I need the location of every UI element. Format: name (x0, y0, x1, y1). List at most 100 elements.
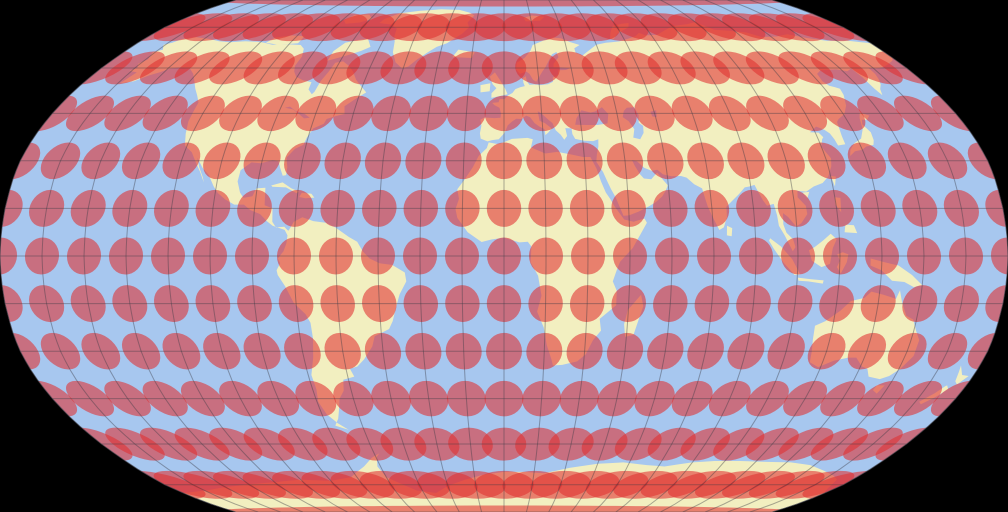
landmass-hainan (802, 191, 810, 199)
meridian-line (727, 0, 925, 512)
tissot-indicatrix (219, 380, 262, 417)
landmass-mindanao (844, 224, 858, 234)
tissot-indicatrix (320, 189, 355, 227)
tissot-indicatrix (364, 332, 402, 370)
tissot-indicatrix (745, 51, 799, 85)
tissot-indicatrix (324, 332, 361, 370)
tissot-indicatrix (820, 95, 866, 132)
tissot-indicatrix (162, 332, 201, 370)
meridian-line (525, 0, 547, 512)
tissot-indicatrix (371, 95, 411, 132)
tissot-indicatrix (66, 237, 102, 275)
tissot-indicatrix (414, 427, 460, 461)
tissot-indicatrix (402, 237, 438, 275)
tissot-indicatrix (860, 189, 896, 227)
tissot-indicatrix (276, 237, 312, 275)
tissot-indicatrix (777, 285, 813, 323)
tissot-indicatrix (647, 332, 684, 370)
tissot-indicatrix (139, 427, 198, 461)
tissot-indicatrix (708, 380, 751, 417)
tissot-indicatrix (943, 285, 979, 323)
tissot-indicatrix (522, 95, 562, 132)
tissot-indicatrix (606, 332, 644, 370)
tissot-indicatrix (448, 51, 493, 85)
tissot-indicatrix (708, 95, 751, 132)
landmass-cuba (271, 182, 300, 194)
tissot-indicatrix (778, 427, 834, 461)
meridian-line (749, 0, 967, 512)
tissot-indicatrix (65, 380, 115, 417)
tissot-indicatrix (414, 51, 460, 85)
tissot-indicatrix (192, 237, 228, 275)
tissot-indicatrix (767, 142, 805, 180)
tissot-indicatrix (295, 380, 337, 417)
tissot-indicatrix (528, 237, 564, 275)
tissot-indicatrix (736, 285, 771, 323)
tissot-indicatrix (857, 95, 904, 132)
tissot-indicatrix (943, 189, 979, 227)
meridian-line (593, 0, 673, 512)
tissot-indicatrix (104, 380, 151, 417)
tissot-indicatrix (767, 332, 805, 370)
tissot-indicatrix (597, 380, 637, 417)
meridian-line (167, 0, 326, 512)
tissot-indicatrix (526, 142, 563, 180)
tissot-indicatrix (257, 95, 300, 132)
meridian-line (209, 0, 348, 512)
tissot-indicatrix (570, 237, 606, 275)
meridian-line (377, 0, 438, 512)
tissot-indicatrix (371, 380, 411, 417)
tissot-indicatrix (409, 95, 449, 132)
tissot-indicatrix (746, 380, 789, 417)
tissot-indicatrix (162, 142, 201, 180)
tissot-indicatrix (180, 380, 225, 417)
tissot-indicatrix (24, 237, 60, 275)
tissot-indicatrix (948, 237, 984, 275)
tissot-indicatrix (40, 142, 81, 180)
tissot-indicatrix (362, 285, 397, 323)
tissot-indicatrix (634, 95, 675, 132)
tissot-indicatrix (320, 285, 355, 323)
tissot-indicatrix (403, 189, 439, 227)
tissot-indicatrix (559, 95, 599, 132)
tissot-indicatrix (548, 51, 594, 85)
tissot-indicatrix (893, 95, 943, 132)
meridian-line (637, 0, 757, 512)
meridian-line (570, 0, 631, 512)
meridian-line (682, 0, 841, 512)
tissot-indicatrix (864, 237, 900, 275)
meridian-line (251, 0, 371, 512)
tissot-indicatrix (81, 142, 121, 180)
tissot-indicatrix (745, 427, 799, 461)
tissot-indicatrix (606, 142, 644, 180)
tissot-indicatrix (203, 142, 241, 180)
tissot-indicatrix (611, 285, 646, 323)
tissot-indicatrix (902, 285, 938, 323)
tissot-indicatrix (528, 285, 563, 323)
tissot-indicatrix (380, 51, 427, 85)
tissot-indicatrix (671, 380, 713, 417)
tissot-indicatrix (195, 285, 231, 323)
tissot-indicatrix (121, 142, 161, 180)
tissot-indicatrix (444, 237, 480, 275)
tissot-indicatrix (487, 237, 521, 275)
tissot-indicatrix (780, 237, 816, 275)
tissot-indicatrix (847, 332, 887, 370)
tissot-indicatrix (209, 427, 263, 461)
tissot-indicatrix (121, 332, 161, 370)
meridian-line (548, 0, 589, 512)
meridian-line (615, 0, 715, 512)
tissot-indicatrix (0, 237, 18, 275)
tissot-indicatrix (843, 51, 903, 85)
tissot-indicatrix (822, 237, 858, 275)
tissot-indicatrix (522, 380, 562, 417)
tissot-indicatrix (694, 285, 730, 323)
tissot-pole-band-north (214, 0, 794, 7)
landmass-new-zealand-north (955, 365, 969, 385)
tissot-indicatrix (333, 380, 374, 417)
tissot-indicatrix (727, 332, 765, 370)
meridian-line (293, 0, 393, 512)
tissot-indicatrix (237, 189, 272, 227)
tissot-indicatrix (403, 285, 439, 323)
tissot-indicatrix (237, 285, 272, 323)
